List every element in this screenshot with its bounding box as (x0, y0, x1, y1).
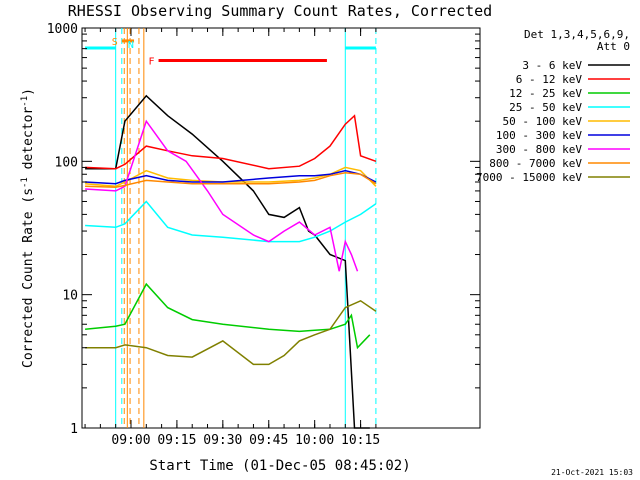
series-line-5 (85, 169, 377, 185)
x-tick-label: 10:15 (341, 433, 380, 448)
x-tick-label: 09:45 (249, 433, 288, 448)
state-bar-label: N (128, 40, 134, 51)
timestamp-label: 21-Oct-2021 15:03 (551, 468, 633, 477)
y-tick-label: 10 (62, 289, 78, 304)
x-tick-label: 09:30 (203, 433, 242, 448)
state-bar-label: S (112, 37, 118, 48)
x-axis-label: Start Time (01-Dec-05 08:45:02) (149, 458, 410, 474)
legend-label: 12 - 25 keV (509, 87, 582, 100)
y-axis-label: Corrected Count Rate (s-1 detector-1) (20, 88, 36, 368)
legend-header: Det 1,3,4,5,6,9, (524, 28, 630, 41)
chart-title: RHESSI Observing Summary Count Rates, Co… (68, 2, 492, 20)
y-tick-label: 100 (55, 155, 78, 170)
state-bar-label: F (149, 57, 155, 68)
y-tick-label: 1000 (47, 22, 78, 37)
series-line-2 (85, 282, 371, 350)
legend-label: 50 - 100 keV (503, 115, 583, 128)
series-line-7 (85, 172, 377, 188)
series-line-0 (85, 94, 370, 429)
series-line-8 (85, 299, 377, 366)
series-line-3 (85, 200, 377, 243)
x-tick-label: 09:15 (157, 433, 196, 448)
plot-frame (81, 27, 481, 429)
series-line-1 (85, 114, 377, 170)
x-tick-label: 09:00 (111, 433, 150, 448)
series-line-6 (85, 119, 359, 272)
y-tick-label: 1 (70, 422, 78, 437)
legend-label: 7000 - 15000 keV (476, 171, 582, 184)
plot-area: S F N 09:00 09:15 09:30 09:45 10:00 10:15 1 10 100 1… (47, 22, 481, 448)
x-tick-label: 10:00 (295, 433, 334, 448)
legend-label: 300 - 800 keV (496, 143, 582, 156)
legend-label: 6 - 12 keV (516, 73, 583, 86)
legend-label: 100 - 300 keV (496, 129, 582, 142)
legend-label: 3 - 6 keV (522, 59, 582, 72)
legend-header: Att 0 (597, 40, 630, 53)
legend-label: 25 - 50 keV (509, 101, 582, 114)
legend-label: 800 - 7000 keV (489, 157, 582, 170)
